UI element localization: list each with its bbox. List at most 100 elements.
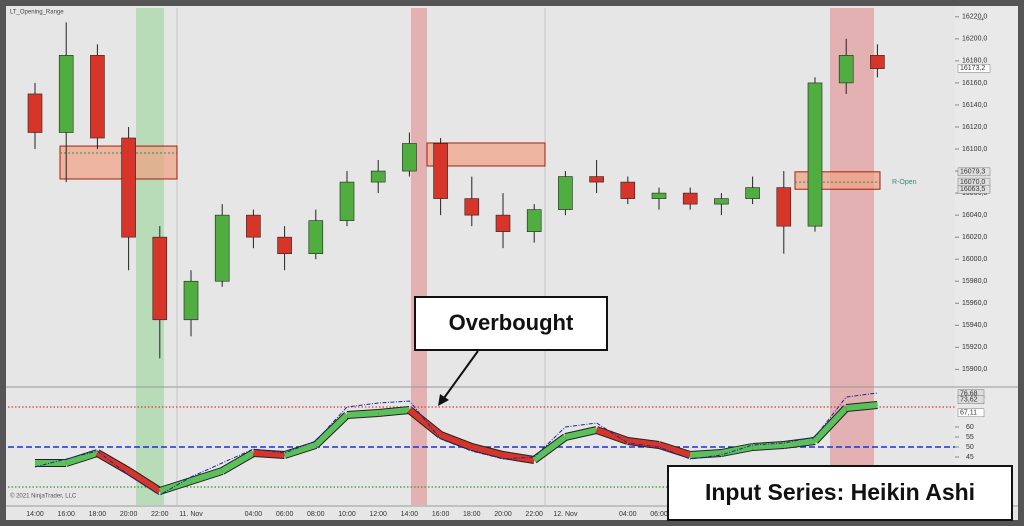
x-tick-label: 16:00 <box>57 511 75 518</box>
y-tick-label: 60 <box>966 424 974 431</box>
x-tick-label: 14:00 <box>26 511 44 518</box>
y-tick-label: 15960,0 <box>962 300 987 307</box>
y-tick-label: 16020,0 <box>962 234 987 241</box>
ribbon-fill <box>752 442 784 450</box>
caption-box <box>667 465 1013 521</box>
candle-body <box>402 143 417 172</box>
x-tick-label: 14:00 <box>401 511 419 518</box>
candle-body <box>27 93 43 133</box>
candle-body <box>807 82 823 227</box>
ribbon-fill <box>532 434 568 463</box>
candle-body <box>121 137 136 238</box>
y-tick-label: 15940,0 <box>962 322 987 329</box>
callout-box <box>414 296 608 351</box>
chart-title: LT_Opening_Range <box>10 10 64 16</box>
ribbon-fill <box>627 438 660 448</box>
price-axis-area <box>955 6 1018 506</box>
x-tick-label: 06:00 <box>650 511 668 518</box>
ribbon-fill <box>346 410 379 418</box>
candle-body <box>152 236 168 321</box>
price-tag <box>957 184 991 194</box>
y-tick-label: 50 <box>966 444 974 451</box>
y-tick-label: 16220,0 <box>962 14 987 21</box>
candle-body <box>870 55 885 69</box>
y-tick-label: 16120,0 <box>962 124 987 131</box>
plot: 15900,0 15920,0 15940,0 15960,0 15980,0 16000… <box>8 14 991 518</box>
y-tick-label: 55 <box>966 434 974 441</box>
caption-text: Input Series: Heikin Ashi <box>705 479 975 505</box>
ribbon-fill <box>220 450 255 474</box>
y-tick-label: 15980,0 <box>962 278 987 285</box>
value-tag <box>957 395 985 405</box>
candle-body <box>776 187 792 227</box>
price-tag <box>957 167 991 177</box>
price-tag <box>957 64 991 73</box>
y-tick-label: 45 <box>966 454 974 461</box>
x-tick-label: 18:00 <box>463 511 481 518</box>
chart-area <box>6 6 1018 520</box>
ribbon-fill <box>407 407 443 438</box>
x-tick-label: 20:00 <box>120 511 138 518</box>
candle-body <box>682 192 698 205</box>
y-tick-label: 16140,0 <box>962 102 987 109</box>
x-tick-label: 22:00 <box>525 511 543 518</box>
value-tag-label: 67,11 <box>960 410 977 417</box>
ribbon-fill <box>439 432 473 450</box>
ribbon-fill <box>845 402 878 411</box>
y-tick-label: 15900,0 <box>962 366 987 373</box>
range-label: R-Open <box>892 179 917 186</box>
ribbon-fill <box>95 450 131 474</box>
ribbon-fill <box>377 407 410 416</box>
candle-body <box>589 176 604 183</box>
ribbon-fill <box>471 444 504 458</box>
value-tag-label: 76,68 <box>960 390 978 397</box>
ribbon-fill <box>690 450 722 458</box>
x-tick-label: 08:00 <box>307 511 325 518</box>
ribbon-fill <box>783 438 816 448</box>
callout-text: Overbought <box>449 310 574 335</box>
candle-body <box>308 220 324 254</box>
price-tag-label: 16070,0 <box>960 179 985 186</box>
x-tick-label: 12:00 <box>369 511 387 518</box>
value-tag <box>957 408 985 418</box>
ribbon-fill <box>812 405 849 444</box>
y-tick-label: 16180,0 <box>962 58 987 65</box>
candle-body <box>339 181 355 221</box>
callout-arrow <box>443 350 479 399</box>
signal-band <box>411 8 427 505</box>
candle-body <box>714 198 729 205</box>
candle-body <box>214 214 230 282</box>
candle-body <box>183 280 199 321</box>
x-tick-label: 22:00 <box>151 511 169 518</box>
corner-icon[interactable]: → <box>975 12 986 24</box>
candle-body <box>246 214 261 238</box>
x-tick-label: 20:00 <box>494 511 512 518</box>
price-tag-label: 16173,2 <box>960 65 985 72</box>
candle-body <box>495 214 511 232</box>
x-tick-label: 06:00 <box>276 511 294 518</box>
candle-body <box>620 181 636 199</box>
candle-body <box>58 55 74 133</box>
candle-body <box>370 170 386 183</box>
x-tick-label: 16:00 <box>432 511 450 518</box>
candle-body <box>838 55 854 84</box>
opening-range <box>59 145 178 180</box>
candle-body <box>558 176 573 210</box>
x-tick-label: 04:00 <box>619 511 637 518</box>
value-tag-label: 73,62 <box>960 397 978 404</box>
candle-body <box>651 192 667 199</box>
opening-range <box>426 142 546 167</box>
candle-body <box>277 236 292 254</box>
ribbon-fill <box>313 412 350 448</box>
y-tick-label: 16100,0 <box>962 146 987 153</box>
ribbon-fill <box>158 478 192 494</box>
y-tick-label: 16160,0 <box>962 80 987 87</box>
ribbon-fill <box>253 450 285 458</box>
candle-body <box>90 55 105 139</box>
ribbon-fill <box>65 450 99 466</box>
y-tick-label: 15920,0 <box>962 344 987 351</box>
x-tick-label: 11. Nov <box>179 511 203 518</box>
ribbon-fill <box>190 468 224 484</box>
